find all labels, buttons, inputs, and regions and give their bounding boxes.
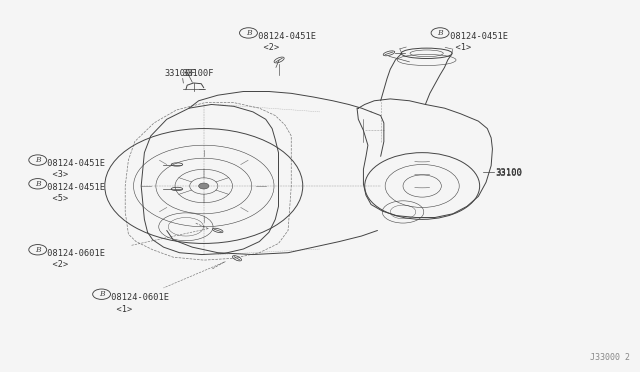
Text: 08124-0451E
  <2>: 08124-0451E <2> bbox=[253, 32, 316, 52]
Text: 08124-0601E
  <1>: 08124-0601E <1> bbox=[106, 294, 169, 314]
Text: 08124-0601E
  <2>: 08124-0601E <2> bbox=[42, 249, 105, 269]
Text: B: B bbox=[35, 180, 40, 188]
Text: 33100F: 33100F bbox=[165, 69, 196, 78]
Text: B: B bbox=[35, 156, 40, 164]
Text: B: B bbox=[99, 290, 104, 298]
Text: B: B bbox=[35, 246, 40, 254]
Text: B: B bbox=[246, 29, 252, 37]
Circle shape bbox=[198, 183, 209, 189]
Text: 08124-0451E
  <5>: 08124-0451E <5> bbox=[42, 183, 105, 203]
Text: J33000 2: J33000 2 bbox=[589, 353, 630, 362]
Text: 33100: 33100 bbox=[495, 168, 522, 177]
Text: 08124-0451E
  <1>: 08124-0451E <1> bbox=[445, 32, 508, 52]
Text: 33100F: 33100F bbox=[182, 69, 214, 78]
Text: 33100: 33100 bbox=[495, 169, 522, 178]
Text: 08124-0451E
  <3>: 08124-0451E <3> bbox=[42, 159, 105, 179]
Text: B: B bbox=[437, 29, 443, 37]
